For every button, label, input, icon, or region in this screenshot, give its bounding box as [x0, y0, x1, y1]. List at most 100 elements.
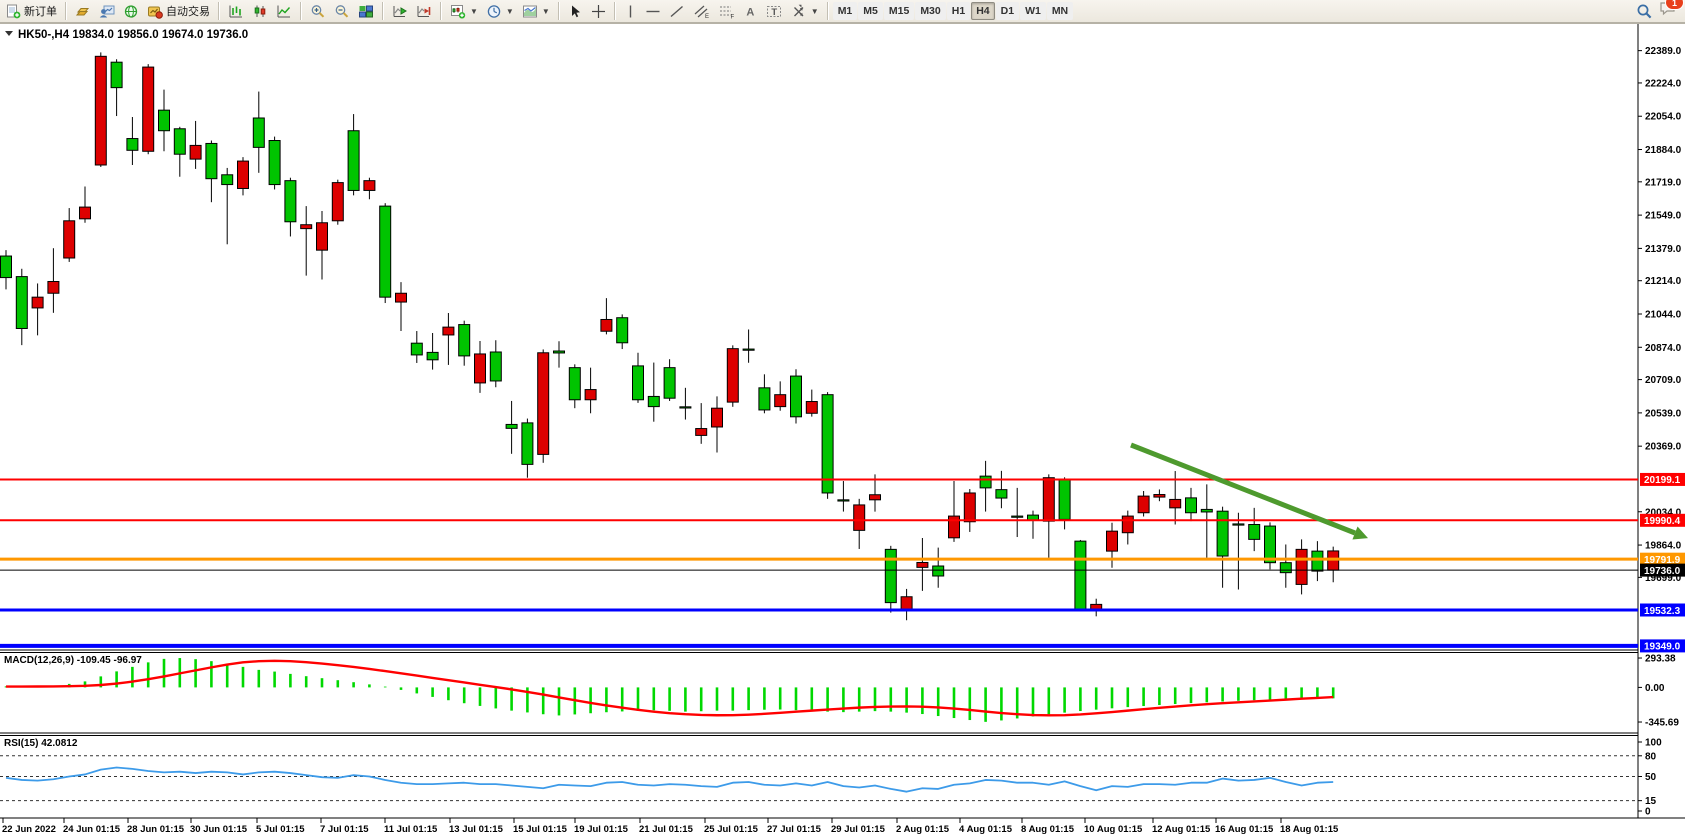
time-axis-label: 12 Aug 01:15 [1152, 824, 1211, 835]
fibonacci-icon: F [719, 6, 734, 19]
templates-button[interactable]: ▼ [518, 1, 554, 21]
candle [458, 320, 471, 366]
notifications-button[interactable]: 1 [1659, 0, 1684, 22]
timeframe-h4[interactable]: H4 [971, 2, 995, 20]
tile-windows-button[interactable] [354, 1, 378, 21]
candle [647, 362, 660, 422]
timeframe-m5[interactable]: M5 [858, 2, 883, 20]
candle-body [379, 205, 392, 298]
candle-body [853, 504, 866, 531]
price-badge-label: 20199.1 [1644, 475, 1681, 486]
timeframe-h1[interactable]: H1 [946, 2, 971, 20]
candle [284, 177, 297, 237]
candle [1311, 541, 1324, 582]
candlestick-chart-button[interactable] [248, 1, 272, 21]
chart-shift-button[interactable] [412, 1, 436, 21]
timeframe-m30[interactable]: M30 [915, 2, 946, 20]
candle-body [458, 324, 471, 357]
zoom-out-button[interactable] [330, 1, 354, 21]
trader-account-button[interactable] [95, 1, 119, 21]
notification-badge: 1 [1665, 0, 1684, 10]
auto-trading-button[interactable]: 自动交易 [143, 1, 214, 21]
candle-body [347, 130, 360, 191]
candle-body [221, 174, 234, 186]
candle-body [1279, 562, 1292, 574]
candlestick-chart-icon [254, 5, 266, 17]
horizontal-line-button[interactable] [641, 1, 665, 21]
line-chart-button[interactable] [272, 1, 296, 21]
candle [1106, 522, 1118, 568]
fibonacci-button[interactable]: F [714, 1, 739, 21]
gold-ticket-button[interactable] [71, 1, 95, 21]
periods-button[interactable]: ▼ [482, 1, 518, 21]
timeframe-m15[interactable]: M15 [883, 2, 915, 20]
equidistant-channel-button[interactable]: E [689, 1, 714, 21]
vertical-line-button[interactable] [620, 1, 641, 21]
candle-body [173, 128, 186, 155]
timeframe-d1[interactable]: D1 [995, 2, 1020, 20]
price-badge-label: 19990.4 [1644, 516, 1681, 527]
text-button[interactable]: A [739, 1, 762, 21]
candle-body [395, 292, 407, 303]
timeframe-m1[interactable]: M1 [832, 2, 858, 20]
candle-body [726, 348, 739, 403]
time-axis-label: 16 Aug 01:15 [1215, 824, 1274, 835]
timeframe-w1[interactable]: W1 [1020, 2, 1046, 20]
macd-signal-line [6, 659, 1334, 717]
candle [600, 298, 613, 335]
time-axis-label: 28 Jun 01:15 [127, 824, 185, 835]
trend-arrow-head[interactable] [1352, 526, 1369, 540]
macd-axis-label: -345.69 [1645, 718, 1679, 729]
zoom-in-button[interactable] [306, 1, 330, 21]
new-order-button[interactable]: 新订单 [2, 1, 61, 21]
price-badge-label: 19532.3 [1644, 606, 1681, 617]
line-chart-icon [277, 5, 291, 17]
candle-body [521, 422, 534, 465]
text-label-button[interactable]: T [762, 1, 787, 21]
search-button[interactable] [1636, 3, 1653, 20]
candle [331, 179, 344, 225]
tile-windows-icon [359, 5, 373, 17]
arrows-icon [793, 4, 804, 16]
signal-globe-button[interactable] [119, 1, 143, 21]
candle-body [821, 394, 834, 494]
symbol-dropdown-icon[interactable] [5, 31, 13, 36]
time-axis-label: 15 Jul 01:15 [513, 824, 568, 835]
candle-body [1200, 508, 1213, 513]
candle [158, 89, 170, 152]
trendline-icon [670, 5, 683, 17]
crosshair-button[interactable] [587, 1, 610, 21]
candle-body [47, 280, 60, 294]
timeframe-mn[interactable]: MN [1046, 2, 1074, 20]
candle [821, 392, 834, 499]
candle-body [963, 492, 976, 523]
candle [1232, 512, 1245, 590]
candle [948, 481, 960, 542]
candle [15, 268, 28, 346]
candle [379, 203, 392, 304]
chart-title: HK50-,H4 19834.0 19856.0 19674.0 19736.0 [18, 29, 248, 41]
new-chart-button[interactable]: ▼ [446, 1, 482, 21]
candle [553, 341, 565, 368]
trendline-button[interactable] [665, 1, 689, 21]
candle [711, 396, 723, 453]
macd-label: MACD(12,26,9) -109.45 -96.97 [4, 655, 142, 666]
arrows-button[interactable]: ▼ [787, 1, 823, 21]
bar-chart-button[interactable] [224, 1, 248, 21]
candle [63, 208, 76, 262]
candle [489, 340, 502, 388]
toolbar-separator [218, 2, 220, 20]
dropdown-caret-icon: ▼ [541, 6, 550, 16]
time-axis-label: 24 Jun 01:15 [63, 824, 121, 835]
price-badge [1640, 563, 1685, 577]
cursor-button[interactable] [564, 1, 587, 21]
candle [189, 120, 202, 169]
auto-scroll-button[interactable] [388, 1, 412, 21]
trend-arrow-line[interactable] [1130, 442, 1356, 536]
candle [632, 352, 644, 403]
candle-body [331, 182, 344, 222]
candle-body [1311, 550, 1324, 572]
candle-body [1264, 525, 1276, 564]
candle-body [237, 160, 249, 189]
